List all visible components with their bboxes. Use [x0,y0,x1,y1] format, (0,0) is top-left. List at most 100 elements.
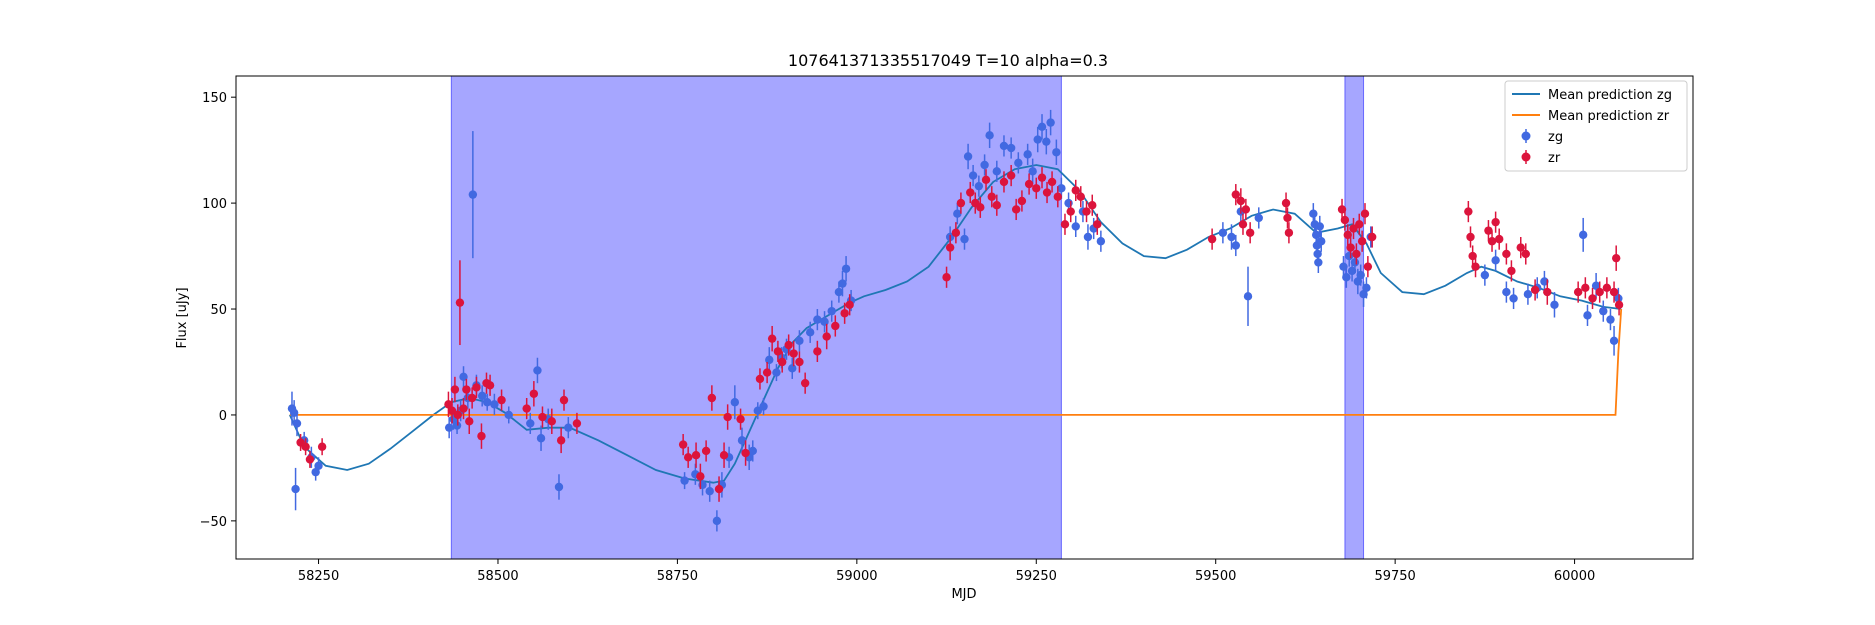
data-point-zg-54 [953,203,962,225]
data-point-zr-58 [987,186,996,208]
marker-zg [980,160,989,170]
marker-zr [529,389,539,398]
data-point-zr-50 [942,266,951,288]
marker-zg [985,131,994,140]
data-point-zg-68 [1037,114,1047,140]
marker-zr [1543,287,1552,297]
data-point-zr-17 [497,389,506,411]
marker-zg [680,476,689,485]
marker-zg [968,171,978,180]
data-point-zr-113 [1588,287,1597,310]
data-point-zr-40 [777,351,787,373]
data-point-zr-78 [1231,184,1241,206]
x-tick-label: 59500 [1195,569,1236,584]
marker-zg [705,487,714,496]
data-point-zg-29 [705,480,714,502]
marker-zg [1071,222,1080,231]
marker-zg [1347,266,1357,276]
marker-zg [753,406,762,415]
marker-zr [1071,186,1080,195]
marker-zg [838,279,847,288]
legend-label-zg: zg [1548,130,1563,145]
marker-zr [1484,226,1493,235]
legend-marker-zg [1521,131,1531,141]
marker-zg [748,446,757,456]
data-point-zr-53 [956,192,966,214]
data-point-zr-118 [1614,294,1624,316]
data-point-zg-78 [1096,230,1106,252]
data-point-zr-49 [845,294,854,316]
marker-zr [701,446,711,456]
data-point-zg-104 [1491,249,1500,271]
marker-zr [1573,287,1583,297]
data-point-zr-18 [522,398,531,420]
data-point-zg-61 [992,160,1001,182]
marker-zg [737,436,747,445]
y-tick-label: 50 [210,303,227,318]
data-point-zr-75 [1088,194,1097,216]
data-point-zg-48 [827,300,836,322]
data-point-zr-105 [1502,243,1511,265]
data-point-zr-76 [1093,213,1102,235]
marker-zr [547,417,557,426]
marker-zg [1037,122,1047,132]
data-point-zg-58 [974,175,984,197]
marker-zr [305,455,315,464]
data-point-zg-114 [1599,300,1608,322]
data-point-zr-14 [477,423,486,449]
data-point-zr-82 [1245,222,1255,244]
marker-zr [559,395,569,405]
data-point-zg-66 [1028,158,1037,185]
legend-label-zr: zr [1548,151,1561,166]
marker-zg [963,152,973,161]
data-point-zg-20 [526,412,535,435]
data-point-zr-106 [1507,260,1516,282]
marker-zr [767,334,777,343]
data-point-zg-101 [1362,277,1371,299]
data-point-zr-28 [696,463,705,490]
marker-zr [1337,205,1347,214]
data-point-zr-107 [1516,237,1525,259]
marker-zg [1314,258,1323,267]
marker-zg [953,209,962,218]
marker-zr [1602,283,1612,293]
data-point-zr-5 [447,398,457,424]
marker-zr [1340,215,1350,225]
data-point-zg-38 [759,398,768,415]
marker-zg [1315,222,1324,231]
data-point-zr-2 [305,450,315,468]
marker-zr [1066,207,1075,216]
marker-zr [678,440,688,449]
marker-zr [1343,230,1352,240]
data-point-zg-84 [1254,207,1263,229]
marker-zg [536,434,546,443]
data-point-zr-69 [1053,186,1063,208]
x-tick-label: 60000 [1554,569,1595,584]
data-point-zr-13 [472,376,481,398]
data-point-zg-112 [1583,304,1592,326]
data-point-zg-93 [1339,256,1348,278]
marker-zr [455,298,465,307]
marker-zg [805,328,815,337]
data-point-zr-64 [1024,173,1034,195]
marker-zr [840,309,849,318]
marker-zg [1028,167,1037,176]
marker-zr [1042,188,1052,197]
marker-zr [1464,207,1473,216]
data-point-zr-62 [1011,198,1021,221]
marker-zr [1076,192,1085,201]
data-point-zg-91 [1315,215,1324,237]
marker-zg [1509,294,1518,303]
marker-zr [1487,237,1497,246]
marker-zg [992,167,1001,176]
data-point-zr-54 [966,181,975,204]
data-point-zr-42 [789,340,798,367]
shaded-regions [450,75,1365,560]
data-point-zr-44 [800,372,810,394]
data-point-zr-46 [822,323,831,350]
data-point-zr-73 [1076,186,1085,208]
data-point-zg-106 [1509,287,1518,310]
marker-zr [453,410,462,420]
data-point-zr-31 [714,476,724,502]
marker-zr [987,192,996,201]
